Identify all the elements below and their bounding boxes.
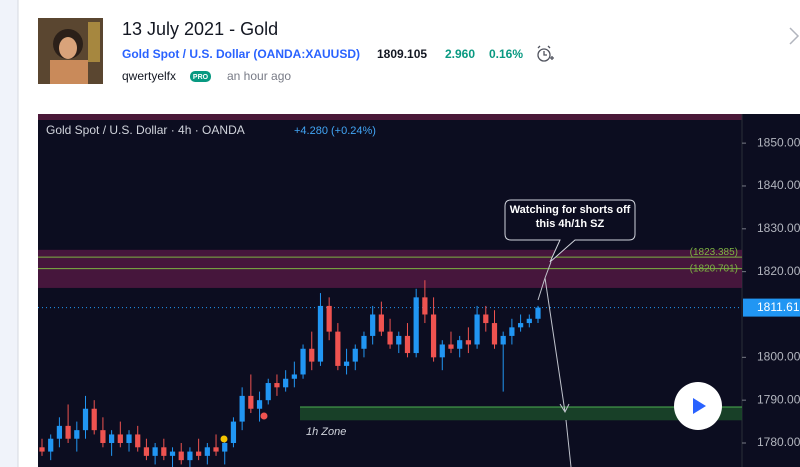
candle-body (474, 314, 480, 345)
callout (504, 199, 636, 263)
level-label: (1823.385) (690, 247, 738, 258)
candle-body (100, 430, 106, 444)
y-tick-label: 1800.00 (757, 350, 800, 364)
candle-body (56, 425, 63, 439)
y-tick-label: 1790.00 (757, 392, 800, 406)
badge-bg (190, 71, 211, 82)
candle-body (196, 451, 202, 456)
badge: PRO (193, 74, 209, 81)
candle-body (457, 340, 463, 349)
candle-body (387, 331, 393, 345)
side-strip (0, 0, 18, 467)
candle-body (222, 443, 228, 452)
candle-body (370, 314, 376, 336)
candle-body (143, 447, 150, 456)
candle-body (352, 348, 358, 362)
candle-body (526, 318, 532, 324)
zone-label: 1h Zone (306, 426, 346, 438)
idea-title: 13 July 2021 - Gold (122, 19, 278, 39)
candle-body (500, 335, 506, 345)
candle-body (230, 421, 237, 444)
signal-dot (220, 435, 228, 443)
candle-body (317, 305, 324, 362)
avatar (38, 18, 103, 84)
candle-body (109, 434, 115, 444)
candle-body (361, 335, 367, 349)
candle-body (439, 344, 445, 358)
candle-body (491, 323, 498, 345)
y-tick-label: 1840.00 (757, 178, 800, 192)
author[interactable]: qwertyelfx (122, 69, 176, 83)
demand-zone (300, 407, 742, 421)
signal-dot (260, 412, 268, 420)
play-button[interactable] (674, 382, 722, 430)
callout-text: Watching for shorts off this 4h/1h SZ (509, 204, 631, 230)
candle-body (161, 447, 167, 456)
candle-body (48, 438, 54, 452)
candle-body (117, 434, 123, 444)
candle-body (65, 425, 71, 439)
last-price-box (743, 298, 800, 317)
candle-body (126, 434, 132, 444)
candle-body (483, 314, 489, 324)
candle-body (178, 451, 184, 461)
candle-body (283, 378, 289, 388)
candle-body (509, 327, 515, 336)
candle-body (404, 335, 411, 354)
candle-body (535, 307, 541, 319)
candle-body (335, 331, 341, 366)
candle-body (187, 451, 193, 461)
time: an hour ago (227, 69, 291, 83)
candle-body (448, 344, 454, 349)
price: 1809.105 (377, 47, 427, 61)
candle-body (343, 361, 350, 366)
candle-body (82, 408, 89, 431)
candle-body (204, 447, 210, 456)
chart-change: +4.280 (+0.24%) (294, 125, 376, 137)
candle-body (135, 434, 141, 448)
candle-body (517, 323, 524, 328)
candle-body (239, 395, 245, 422)
candle-body (291, 374, 297, 379)
candle-body (326, 305, 332, 332)
candle-body (465, 340, 471, 345)
candle-body (413, 297, 419, 354)
candle-body (309, 348, 315, 362)
change-pct: 0.16% (489, 47, 523, 61)
candle-body (378, 314, 384, 332)
candle-body (152, 447, 158, 456)
candle-body (300, 348, 306, 375)
y-tick-label: 1780.00 (757, 435, 800, 449)
top-zone (38, 114, 742, 120)
last-price-label: 1811.61 (757, 300, 800, 314)
alert-icon[interactable] (537, 45, 554, 62)
candle-body (430, 314, 437, 358)
candle-body (169, 451, 176, 456)
candle-body (39, 447, 45, 452)
level-label: (1820.701) (690, 263, 738, 274)
candle-body (91, 408, 97, 431)
candle-body (248, 395, 254, 409)
callout-text-box: Watching for shorts off this 4h/1h SZ (509, 204, 631, 230)
candle-body (256, 400, 263, 409)
next-arrow[interactable] (789, 27, 800, 45)
y-tick-label: 1830.00 (757, 221, 800, 235)
candle-body (74, 430, 80, 439)
candle-body (422, 297, 428, 315)
y-tick-label: 1850.00 (757, 135, 800, 149)
candle-body (396, 335, 402, 345)
candle-body (265, 383, 271, 401)
plot: 1h Zone (1823.385) (1820.701) 1850.00 1840.0… (38, 135, 800, 467)
candle-body (213, 447, 219, 452)
arrows (537, 261, 572, 467)
candle-body (274, 383, 280, 388)
symbol-link[interactable]: Gold Spot / U.S. Dollar (OANDA:XAUUSD) (122, 47, 360, 61)
change: 2.960 (445, 47, 475, 61)
chart-title: Gold Spot / U.S. Dollar · 4h · OANDA (46, 123, 245, 137)
y-tick-label: 1820.00 (757, 264, 800, 278)
